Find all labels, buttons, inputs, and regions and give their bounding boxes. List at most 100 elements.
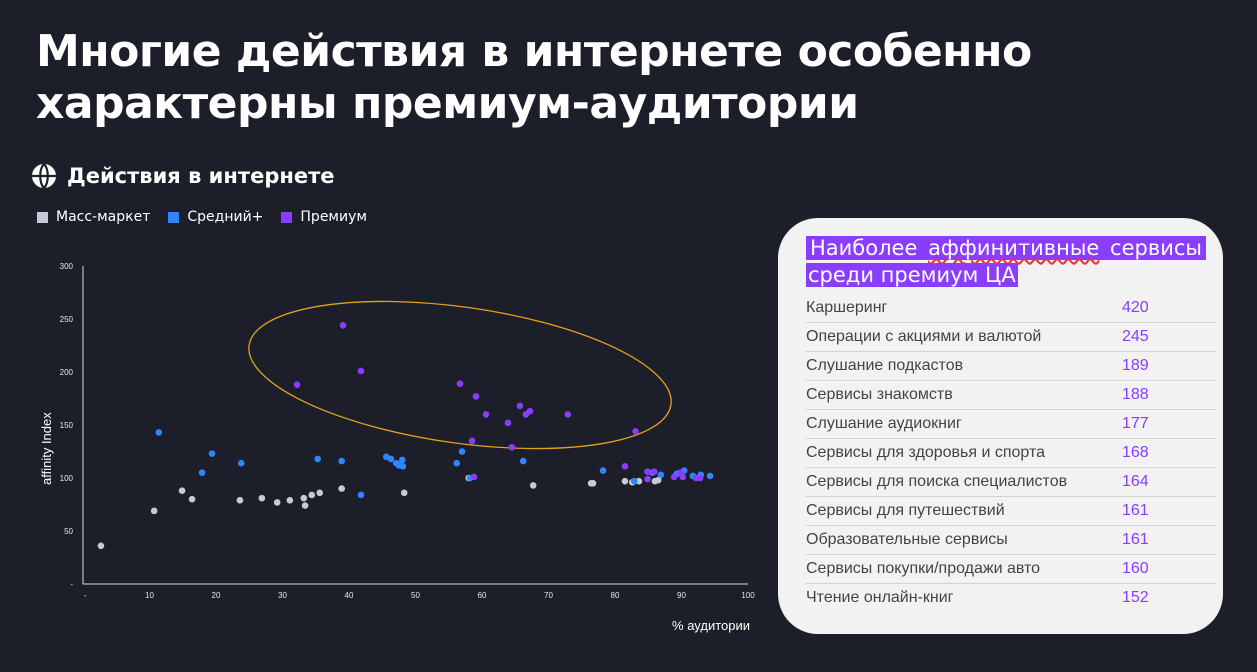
x-tick-label: 40 bbox=[345, 591, 354, 600]
x-tick-label: - bbox=[84, 591, 87, 600]
x-tick-label: 10 bbox=[145, 591, 154, 600]
x-tick-label: 30 bbox=[278, 591, 287, 600]
x-tick-label: 20 bbox=[212, 591, 221, 600]
data-point bbox=[472, 393, 480, 400]
row-label: Образовательные сервисы bbox=[806, 531, 1008, 548]
row-label: Сервисы для поиска специалистов bbox=[806, 473, 1068, 490]
title-line-1: Многие действия в интернете особенно bbox=[36, 26, 1032, 77]
table-row: Слушание подкастов 189 bbox=[806, 352, 1216, 381]
row-label: Операции с акциями и валютой bbox=[806, 328, 1042, 345]
data-point bbox=[654, 476, 662, 484]
row-value: 177 bbox=[1122, 415, 1149, 432]
data-point bbox=[519, 457, 527, 465]
chart-legend: Масс-маркет Средний+ Премиум bbox=[37, 209, 367, 225]
y-tick-label: 100 bbox=[60, 474, 74, 483]
data-point bbox=[301, 502, 309, 509]
row-label: Сервисы знакомств bbox=[806, 386, 953, 403]
data-point bbox=[516, 402, 524, 410]
table-row: Образовательные сервисы 161 bbox=[806, 526, 1216, 555]
table-row: Сервисы для путешествий 161 bbox=[806, 497, 1216, 526]
legend-item-premium: Премиум bbox=[281, 209, 367, 225]
data-point bbox=[178, 487, 186, 495]
data-point bbox=[399, 463, 407, 470]
data-point bbox=[273, 499, 281, 506]
row-value: 188 bbox=[1122, 386, 1149, 403]
table-row: Чтение онлайн-книг 152 bbox=[806, 584, 1216, 612]
data-point bbox=[453, 459, 461, 467]
data-point bbox=[650, 468, 658, 475]
row-label: Каршеринг bbox=[806, 299, 888, 316]
data-point bbox=[696, 474, 704, 482]
row-value: 164 bbox=[1122, 473, 1149, 490]
y-tick-label: 300 bbox=[60, 262, 74, 271]
legend-label: Масс-маркет bbox=[56, 209, 151, 225]
data-point bbox=[635, 477, 643, 485]
row-label: Сервисы покупки/продажи авто bbox=[806, 560, 1041, 577]
data-point bbox=[357, 491, 365, 499]
row-value: 420 bbox=[1122, 299, 1149, 316]
data-point bbox=[630, 477, 638, 485]
data-point bbox=[97, 542, 105, 550]
x-tick-label: 90 bbox=[677, 591, 686, 600]
data-point bbox=[644, 475, 651, 483]
row-value: 168 bbox=[1122, 444, 1149, 461]
table-row: Слушание аудиокниг 177 bbox=[806, 410, 1216, 439]
data-point bbox=[398, 456, 406, 464]
legend-label: Средний+ bbox=[187, 209, 264, 225]
data-point bbox=[314, 455, 322, 463]
data-point bbox=[458, 448, 466, 455]
data-point bbox=[400, 489, 408, 497]
data-point bbox=[679, 473, 687, 481]
y-tick-label: 200 bbox=[60, 368, 74, 377]
data-point bbox=[564, 411, 572, 418]
globe-icon bbox=[32, 163, 56, 189]
row-value: 160 bbox=[1122, 560, 1149, 577]
data-point bbox=[293, 381, 301, 389]
row-label: Слушание аудиокниг bbox=[806, 415, 962, 432]
page-title: Многие действия в интернете особенно хар… bbox=[36, 26, 1136, 130]
row-value: 152 bbox=[1122, 589, 1149, 606]
panel-title: Наиболее аффинитивные сервисы среди прем… bbox=[806, 235, 1206, 289]
legend-item-middle: Средний+ bbox=[168, 209, 263, 225]
data-point bbox=[589, 480, 597, 487]
x-tick-label: 80 bbox=[611, 591, 620, 600]
table-row: Сервисы для здоровья и спорта 168 bbox=[806, 439, 1216, 468]
table-row: Операции с акциями и валютой 245 bbox=[806, 323, 1216, 352]
legend-swatch bbox=[37, 211, 48, 223]
data-point bbox=[387, 455, 395, 463]
data-point bbox=[300, 494, 308, 502]
section-title: Действия в интернете bbox=[67, 164, 335, 188]
row-label: Чтение онлайн-книг bbox=[806, 589, 954, 606]
table-row: Сервисы для поиска специалистов 164 bbox=[806, 468, 1216, 497]
data-point bbox=[632, 428, 639, 435]
affinity-panel: Наиболее аффинитивные сервисы среди прем… bbox=[778, 218, 1223, 634]
data-point bbox=[338, 457, 345, 465]
row-value: 245 bbox=[1122, 328, 1149, 345]
data-point bbox=[208, 450, 216, 457]
data-point bbox=[526, 407, 534, 415]
data-point bbox=[504, 419, 512, 427]
affinity-table: Каршеринг 420 Операции с акциями и валютой… bbox=[806, 294, 1216, 612]
section-header: Действия в интернете bbox=[31, 163, 335, 189]
legend-label: Премиум bbox=[300, 209, 367, 225]
data-point bbox=[155, 429, 163, 436]
data-point bbox=[670, 473, 678, 481]
x-tick-label: 60 bbox=[478, 591, 487, 600]
data-point bbox=[508, 443, 516, 451]
data-point bbox=[357, 367, 365, 375]
x-tick-label: 70 bbox=[544, 591, 553, 600]
table-row: Сервисы знакомств 188 bbox=[806, 381, 1216, 410]
legend-swatch bbox=[281, 211, 293, 223]
data-point bbox=[236, 496, 244, 504]
data-point bbox=[339, 322, 347, 329]
y-tick-label: 150 bbox=[60, 421, 74, 430]
y-tick-label: - bbox=[70, 580, 73, 589]
y-axis-title: affinity Index bbox=[39, 412, 54, 485]
data-point bbox=[456, 380, 464, 387]
table-row: Каршеринг 420 bbox=[806, 294, 1216, 323]
data-point bbox=[468, 437, 476, 445]
data-point bbox=[621, 463, 629, 470]
data-point bbox=[599, 467, 607, 474]
row-label: Сервисы для здоровья и спорта bbox=[806, 444, 1046, 461]
legend-swatch bbox=[168, 211, 180, 223]
